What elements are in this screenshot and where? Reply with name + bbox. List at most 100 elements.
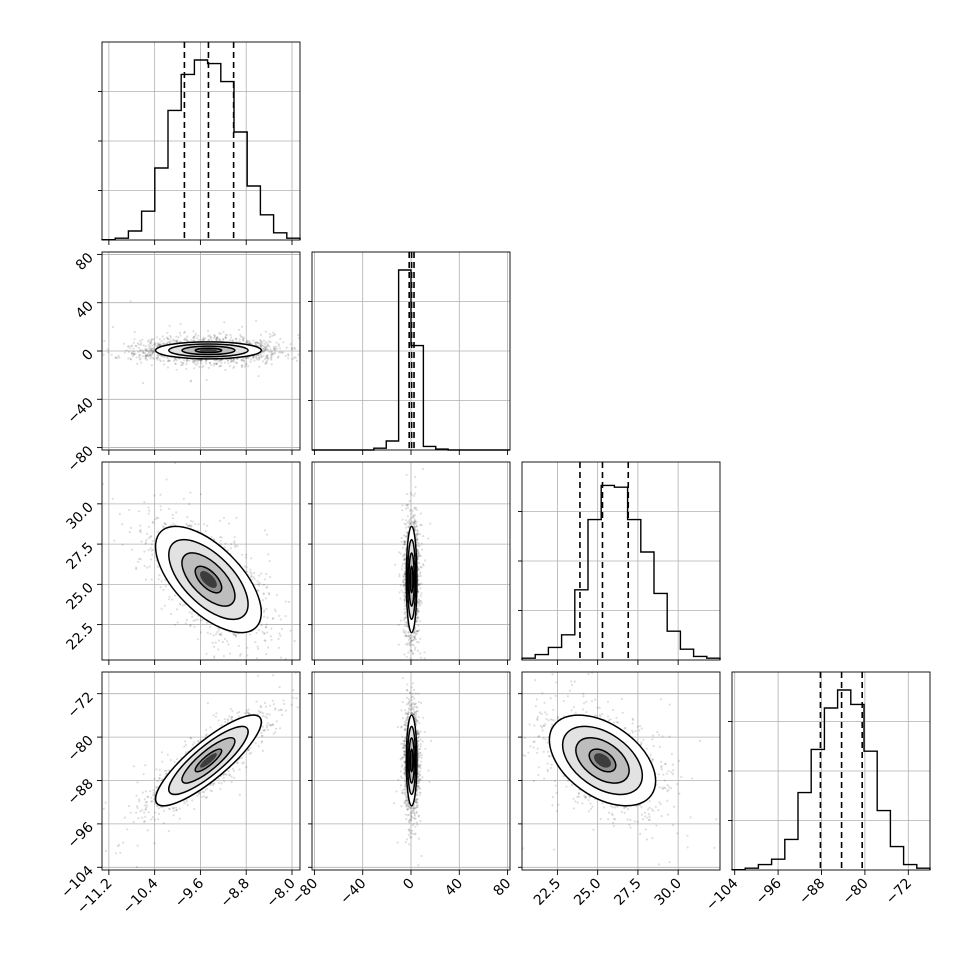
sample-point [261, 350, 264, 353]
sample-point [402, 629, 405, 632]
sample-point [262, 599, 265, 602]
sample-point [149, 348, 152, 351]
sample-point [156, 344, 159, 348]
sample-point [413, 638, 416, 641]
sample-point [154, 343, 157, 346]
sample-point [158, 574, 161, 577]
sample-point [262, 593, 265, 596]
sample-point [406, 669, 408, 671]
sample-point [410, 516, 414, 519]
sample-point [152, 357, 155, 360]
sample-point [402, 534, 405, 537]
sample-point [147, 506, 150, 509]
sample-point [143, 501, 146, 504]
sample-point [159, 586, 162, 589]
sample-point [367, 344, 369, 346]
sample-point [151, 352, 154, 355]
sample-point [399, 584, 402, 587]
sample-point [142, 344, 145, 347]
sample-point [151, 356, 155, 359]
sample-point [198, 365, 201, 368]
sample-point [404, 558, 407, 561]
sample-point [287, 354, 290, 357]
sample-point [399, 597, 402, 600]
sample-point [147, 344, 150, 347]
sample-point [175, 368, 178, 371]
sample-point [418, 572, 422, 575]
sample-point [328, 646, 330, 648]
sample-point [235, 361, 238, 365]
sample-point [114, 356, 117, 359]
sample-point [178, 340, 181, 343]
sample-point [407, 525, 410, 528]
sample-point [224, 337, 227, 340]
sample-point [413, 522, 416, 525]
sample-point [417, 552, 421, 555]
sample-point [72, 579, 74, 581]
sample-point [265, 348, 268, 351]
sample-point [233, 633, 236, 636]
sample-point [246, 654, 249, 657]
sample-point [146, 354, 149, 357]
sample-point [186, 358, 189, 362]
sample-point [245, 362, 248, 365]
sample-point [257, 356, 261, 359]
sample-point [170, 612, 173, 616]
sample-point [278, 614, 281, 617]
sample-point [295, 359, 299, 362]
sample-point [284, 600, 287, 603]
sample-point [200, 359, 203, 362]
sample-point [132, 353, 135, 356]
sample-point [417, 610, 420, 613]
sample-point [189, 491, 192, 494]
sample-point [324, 337, 326, 339]
sample-point [243, 359, 246, 362]
sample-point [144, 357, 147, 360]
sample-point [264, 597, 267, 600]
sample-point [175, 608, 179, 611]
sample-point [245, 341, 248, 344]
sample-point [256, 358, 259, 361]
sample-point [402, 558, 405, 561]
sample-point [147, 355, 150, 358]
sample-point [172, 359, 176, 363]
sample-point [193, 367, 196, 370]
sample-point [141, 816, 144, 819]
sample-point [168, 595, 171, 598]
sample-point [230, 359, 234, 362]
sample-point [151, 539, 154, 543]
sample-point [163, 363, 166, 366]
sample-point [232, 634, 236, 637]
sample-point [419, 512, 423, 515]
sample-point [415, 536, 418, 539]
sample-point [233, 360, 236, 363]
sample-point [230, 360, 233, 363]
sample-point [249, 360, 252, 363]
sample-point [403, 573, 407, 576]
sample-point [138, 354, 142, 357]
sample-point [210, 536, 213, 539]
sample-point [189, 380, 192, 383]
sample-point [401, 565, 404, 568]
sample-point [263, 610, 266, 614]
sample-point [22, 374, 24, 376]
sample-point [416, 529, 419, 533]
sample-point [417, 641, 420, 644]
sample-point [174, 362, 177, 365]
sample-point [406, 504, 409, 507]
sample-point [408, 641, 412, 645]
sample-point [256, 583, 260, 586]
sample-point [262, 339, 266, 342]
sample-point [421, 468, 425, 471]
sample-point [111, 497, 114, 500]
sample-point [416, 618, 419, 621]
sample-point [410, 508, 413, 511]
sample-point [129, 357, 132, 360]
sample-point [417, 601, 420, 604]
sample-point [411, 509, 414, 512]
sample-point [102, 353, 105, 356]
sample-point [146, 532, 149, 536]
sample-point [264, 361, 267, 364]
sample-point [268, 350, 271, 353]
sample-point [416, 538, 419, 541]
